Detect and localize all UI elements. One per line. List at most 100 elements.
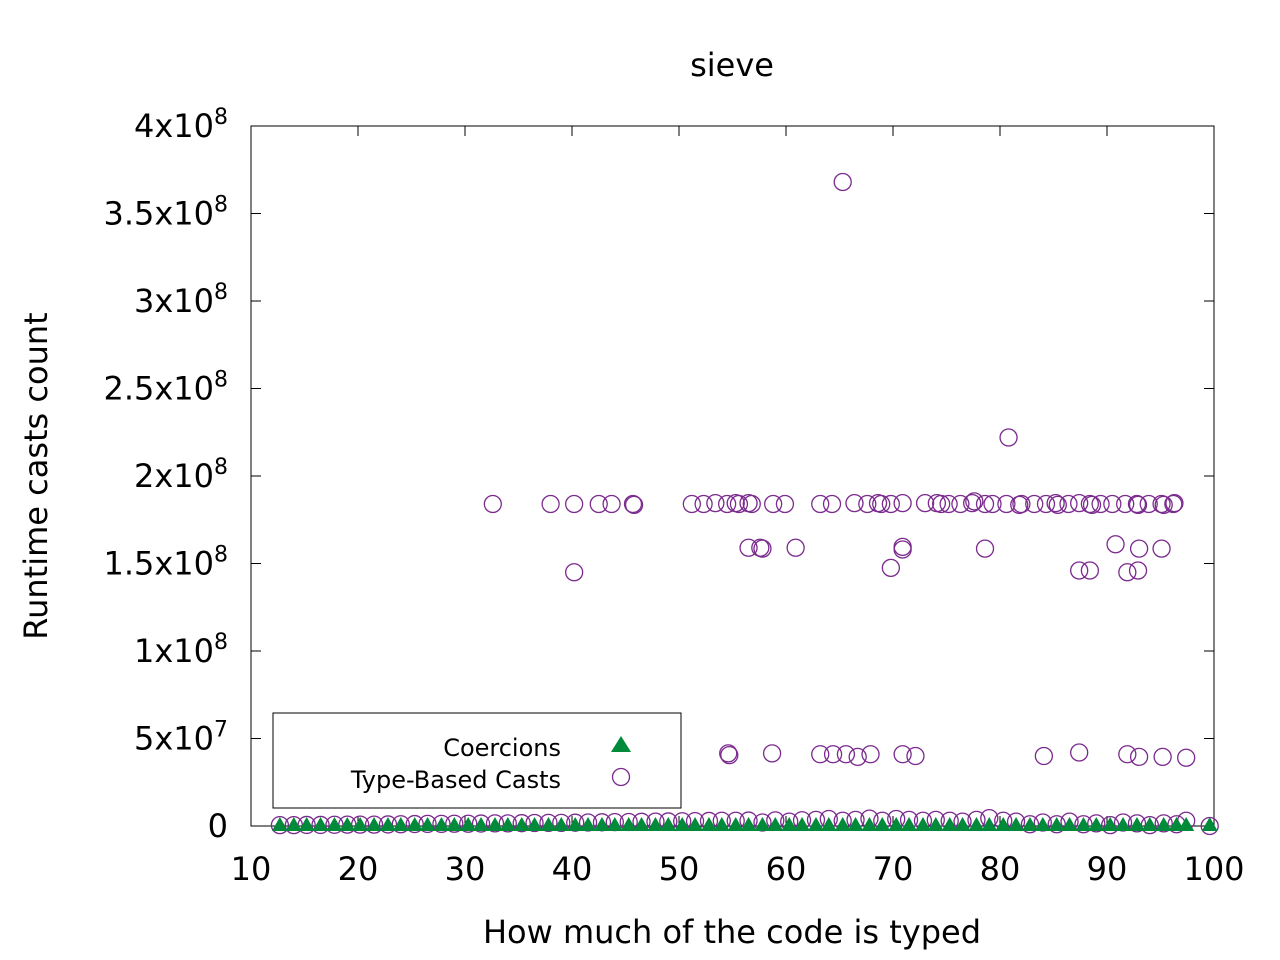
type-based-casts-point-64 [1070,561,1089,580]
coercions-point-27 [633,817,650,831]
type-based-casts-point-30 [963,493,982,513]
type-based-casts-point-70 [1152,539,1171,558]
type-based-casts-point-80 [861,745,880,764]
type-based-casts-point-77 [823,745,843,764]
coercions-point-11 [419,817,436,831]
type-based-casts-point-18 [822,494,842,514]
coercions-point-61 [1088,817,1105,831]
type-based-casts-point-39 [1046,493,1065,513]
coercions-point-52 [968,817,985,831]
x-tick-label-8: 90 [1087,850,1128,888]
coercions-point-0 [271,817,288,831]
type-based-casts-point-147 [1047,815,1066,834]
y-tick-label-1: 5x107 [134,718,228,758]
type-based-casts-point-78 [836,745,856,764]
type-based-casts-point-75 [762,744,782,763]
coercions-point-39 [794,817,811,831]
coercions-point-32 [700,817,717,831]
coercions-point-38 [781,817,798,831]
type-based-casts-point-12 [729,494,749,514]
coercions-point-53 [981,817,998,831]
type-based-casts-point-100 [418,814,437,834]
type-based-casts-point-149 [1074,815,1093,834]
type-based-casts-point-33 [983,494,1002,514]
type-based-casts-point-81 [893,745,912,764]
type-based-casts-point-62 [893,540,912,559]
type-based-casts-point-145 [1020,815,1040,834]
coercions-point-60 [1075,817,1092,831]
type-based-casts-point-68 [1128,561,1148,580]
type-based-casts-point-37 [1025,494,1044,514]
coercions-point-36 [754,817,771,831]
type-based-casts-point-71 [833,172,852,192]
coercions-point-58 [1048,817,1065,831]
type-based-casts-point-41 [1059,494,1078,514]
type-based-casts-point-2 [564,494,584,514]
y-tick-label-5: 2.5x108 [103,368,228,408]
type-based-casts-point-16 [775,494,795,514]
type-based-casts-point-7 [682,494,701,514]
type-based-casts-point-103 [459,814,478,833]
type-based-casts-point-19 [845,493,864,513]
type-based-casts-point-155 [1154,814,1173,833]
type-based-casts-point-9 [706,493,725,513]
type-based-casts-point-67 [1118,563,1137,582]
coercions-point-34 [727,817,744,831]
x-tick-label-5: 60 [766,850,807,888]
coercions-point-3 [312,817,329,831]
coercions-point-25 [606,817,623,831]
type-based-casts-point-65 [1080,561,1100,580]
coercions-point-12 [433,817,450,831]
type-based-casts-point-107 [512,814,531,833]
coercions-point-29 [660,817,677,831]
coercions-point-46 [888,817,905,831]
coercions-series [271,817,1218,831]
coercions-point-15 [473,817,490,831]
x-axis-label: How much of the code is typed [483,913,981,951]
type-based-casts-point-105 [485,814,505,833]
legend-marker-coercions [611,736,631,752]
coercions-point-43 [847,817,864,831]
coercions-point-63 [1115,817,1132,831]
coercions-point-41 [820,817,837,831]
y-tick-label-6: 3x108 [134,280,228,320]
type-based-casts-point-50 [1139,494,1158,514]
coercions-point-14 [460,817,477,831]
coercions-point-23 [580,817,597,831]
type-based-casts-point-29 [951,494,970,514]
coercions-point-16 [486,817,503,831]
type-based-casts-point-15 [764,494,783,514]
coercions-point-50 [941,817,958,831]
type-based-casts-point-17 [811,494,830,514]
coercions-point-59 [1061,817,1078,831]
type-based-casts-point-23 [881,494,901,514]
coercions-point-44 [861,817,878,831]
type-based-casts-point-102 [445,814,464,833]
type-based-casts-point-14 [742,494,761,514]
coercions-point-13 [446,817,463,831]
type-based-casts-point-92 [311,815,330,835]
coercions-point-42 [834,817,851,831]
type-based-casts-point-82 [906,746,925,766]
type-based-casts-point-84 [1070,743,1089,762]
type-based-casts-point-34 [997,494,1016,514]
type-based-casts-point-40 [1048,495,1067,515]
legend-box [272,712,682,809]
coercions-point-24 [593,817,610,831]
type-based-casts-point-98 [391,815,410,834]
type-based-casts-point-69 [1129,539,1149,558]
x-tick-label-0: 10 [231,850,272,888]
type-based-casts-point-54 [1165,493,1184,513]
chart-title: sieve [690,46,774,84]
x-tick-label-9: 100 [1183,850,1244,888]
coercions-point-26 [620,817,637,831]
coercions-point-18 [513,817,530,831]
coercions-point-31 [687,817,704,831]
type-based-casts-point-87 [1153,747,1172,767]
type-based-casts-point-22 [872,494,891,514]
x-tick-label-6: 70 [873,850,914,888]
coercions-point-47 [901,817,918,831]
y-tick-label-2: 1x108 [134,630,228,670]
type-based-casts-point-58 [753,539,772,558]
